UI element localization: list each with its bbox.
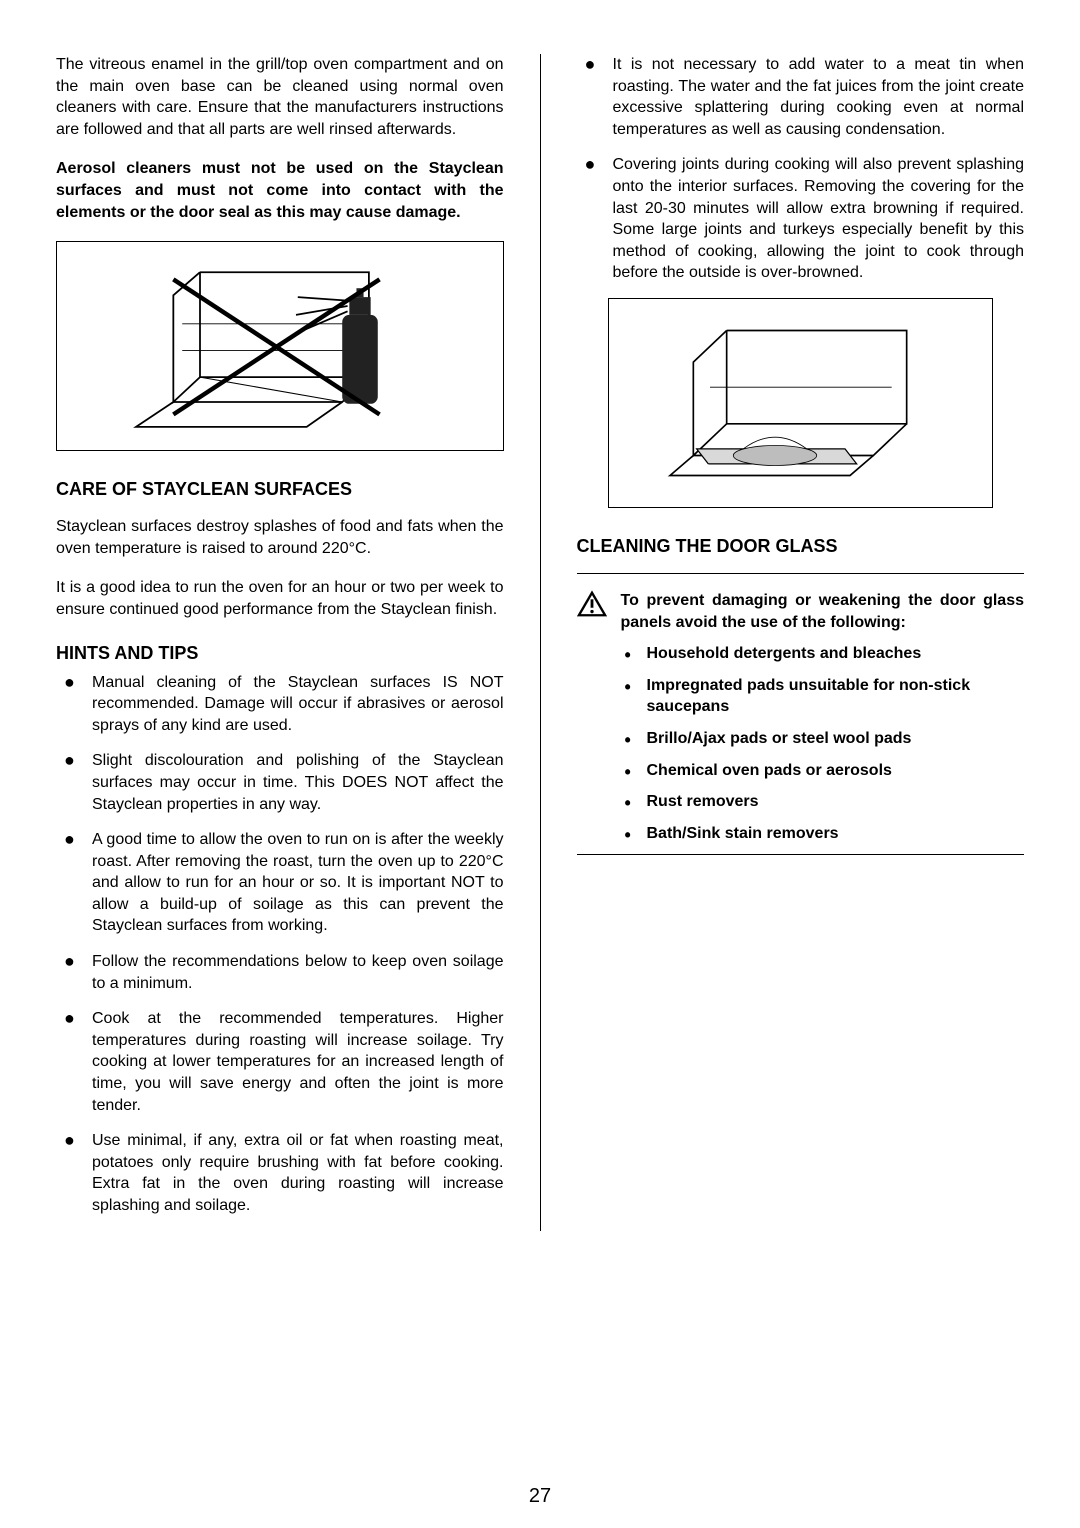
spray-can-oven-illustration <box>120 256 440 436</box>
hints-list: Manual cleaning of the Stayclean surface… <box>56 672 504 1217</box>
rule-bottom <box>577 854 1025 855</box>
avoid-item: Chemical oven pads or aerosols <box>621 760 1025 782</box>
avoid-item: Household detergents and bleaches <box>621 643 1025 665</box>
oven-tray-illustration <box>650 318 950 488</box>
left-column: The vitreous enamel in the grill/top ove… <box>56 54 504 1231</box>
page-number: 27 <box>0 1485 1080 1508</box>
right-column: It is not necessary to add water to a me… <box>577 54 1025 1231</box>
right-bullet-item: Covering joints during cooking will also… <box>577 154 1025 284</box>
hint-item: Manual cleaning of the Stayclean surface… <box>56 672 504 737</box>
rule-top <box>577 573 1025 574</box>
warning-triangle-icon <box>577 590 607 618</box>
figure-oven-tray <box>608 298 993 508</box>
care-heading: CARE OF STAYCLEAN SURFACES <box>56 479 504 500</box>
hint-item: A good time to allow the oven to run on … <box>56 829 504 937</box>
avoid-item: Impregnated pads unsuitable for non-stic… <box>621 675 1025 718</box>
hints-heading: HINTS AND TIPS <box>56 643 504 664</box>
avoid-item: Brillo/Ajax pads or steel wool pads <box>621 728 1025 750</box>
intro-paragraph: The vitreous enamel in the grill/top ove… <box>56 54 504 140</box>
avoid-item: Bath/Sink stain removers <box>621 823 1025 845</box>
right-bullet-item: It is not necessary to add water to a me… <box>577 54 1025 140</box>
warning-row: To prevent damaging or weakening the doo… <box>577 590 1025 633</box>
avoid-item: Rust removers <box>621 791 1025 813</box>
warning-text: To prevent damaging or weakening the doo… <box>621 590 1025 633</box>
column-divider <box>540 54 541 1231</box>
door-glass-heading: CLEANING THE DOOR GLASS <box>577 536 1025 557</box>
hint-item: Use minimal, if any, extra oil or fat wh… <box>56 1130 504 1216</box>
care-paragraph-2: It is a good idea to run the oven for an… <box>56 577 504 620</box>
right-bullets: It is not necessary to add water to a me… <box>577 54 1025 284</box>
hint-item: Cook at the recommended temperatures. Hi… <box>56 1008 504 1116</box>
care-paragraph-1: Stayclean surfaces destroy splashes of f… <box>56 516 504 559</box>
avoid-list: Household detergents and bleaches Impreg… <box>621 643 1025 844</box>
figure-no-spray-oven <box>56 241 504 451</box>
hint-item: Slight discolouration and polishing of t… <box>56 750 504 815</box>
aerosol-warning: Aerosol cleaners must not be used on the… <box>56 158 504 223</box>
hint-item: Follow the recommendations below to keep… <box>56 951 504 994</box>
